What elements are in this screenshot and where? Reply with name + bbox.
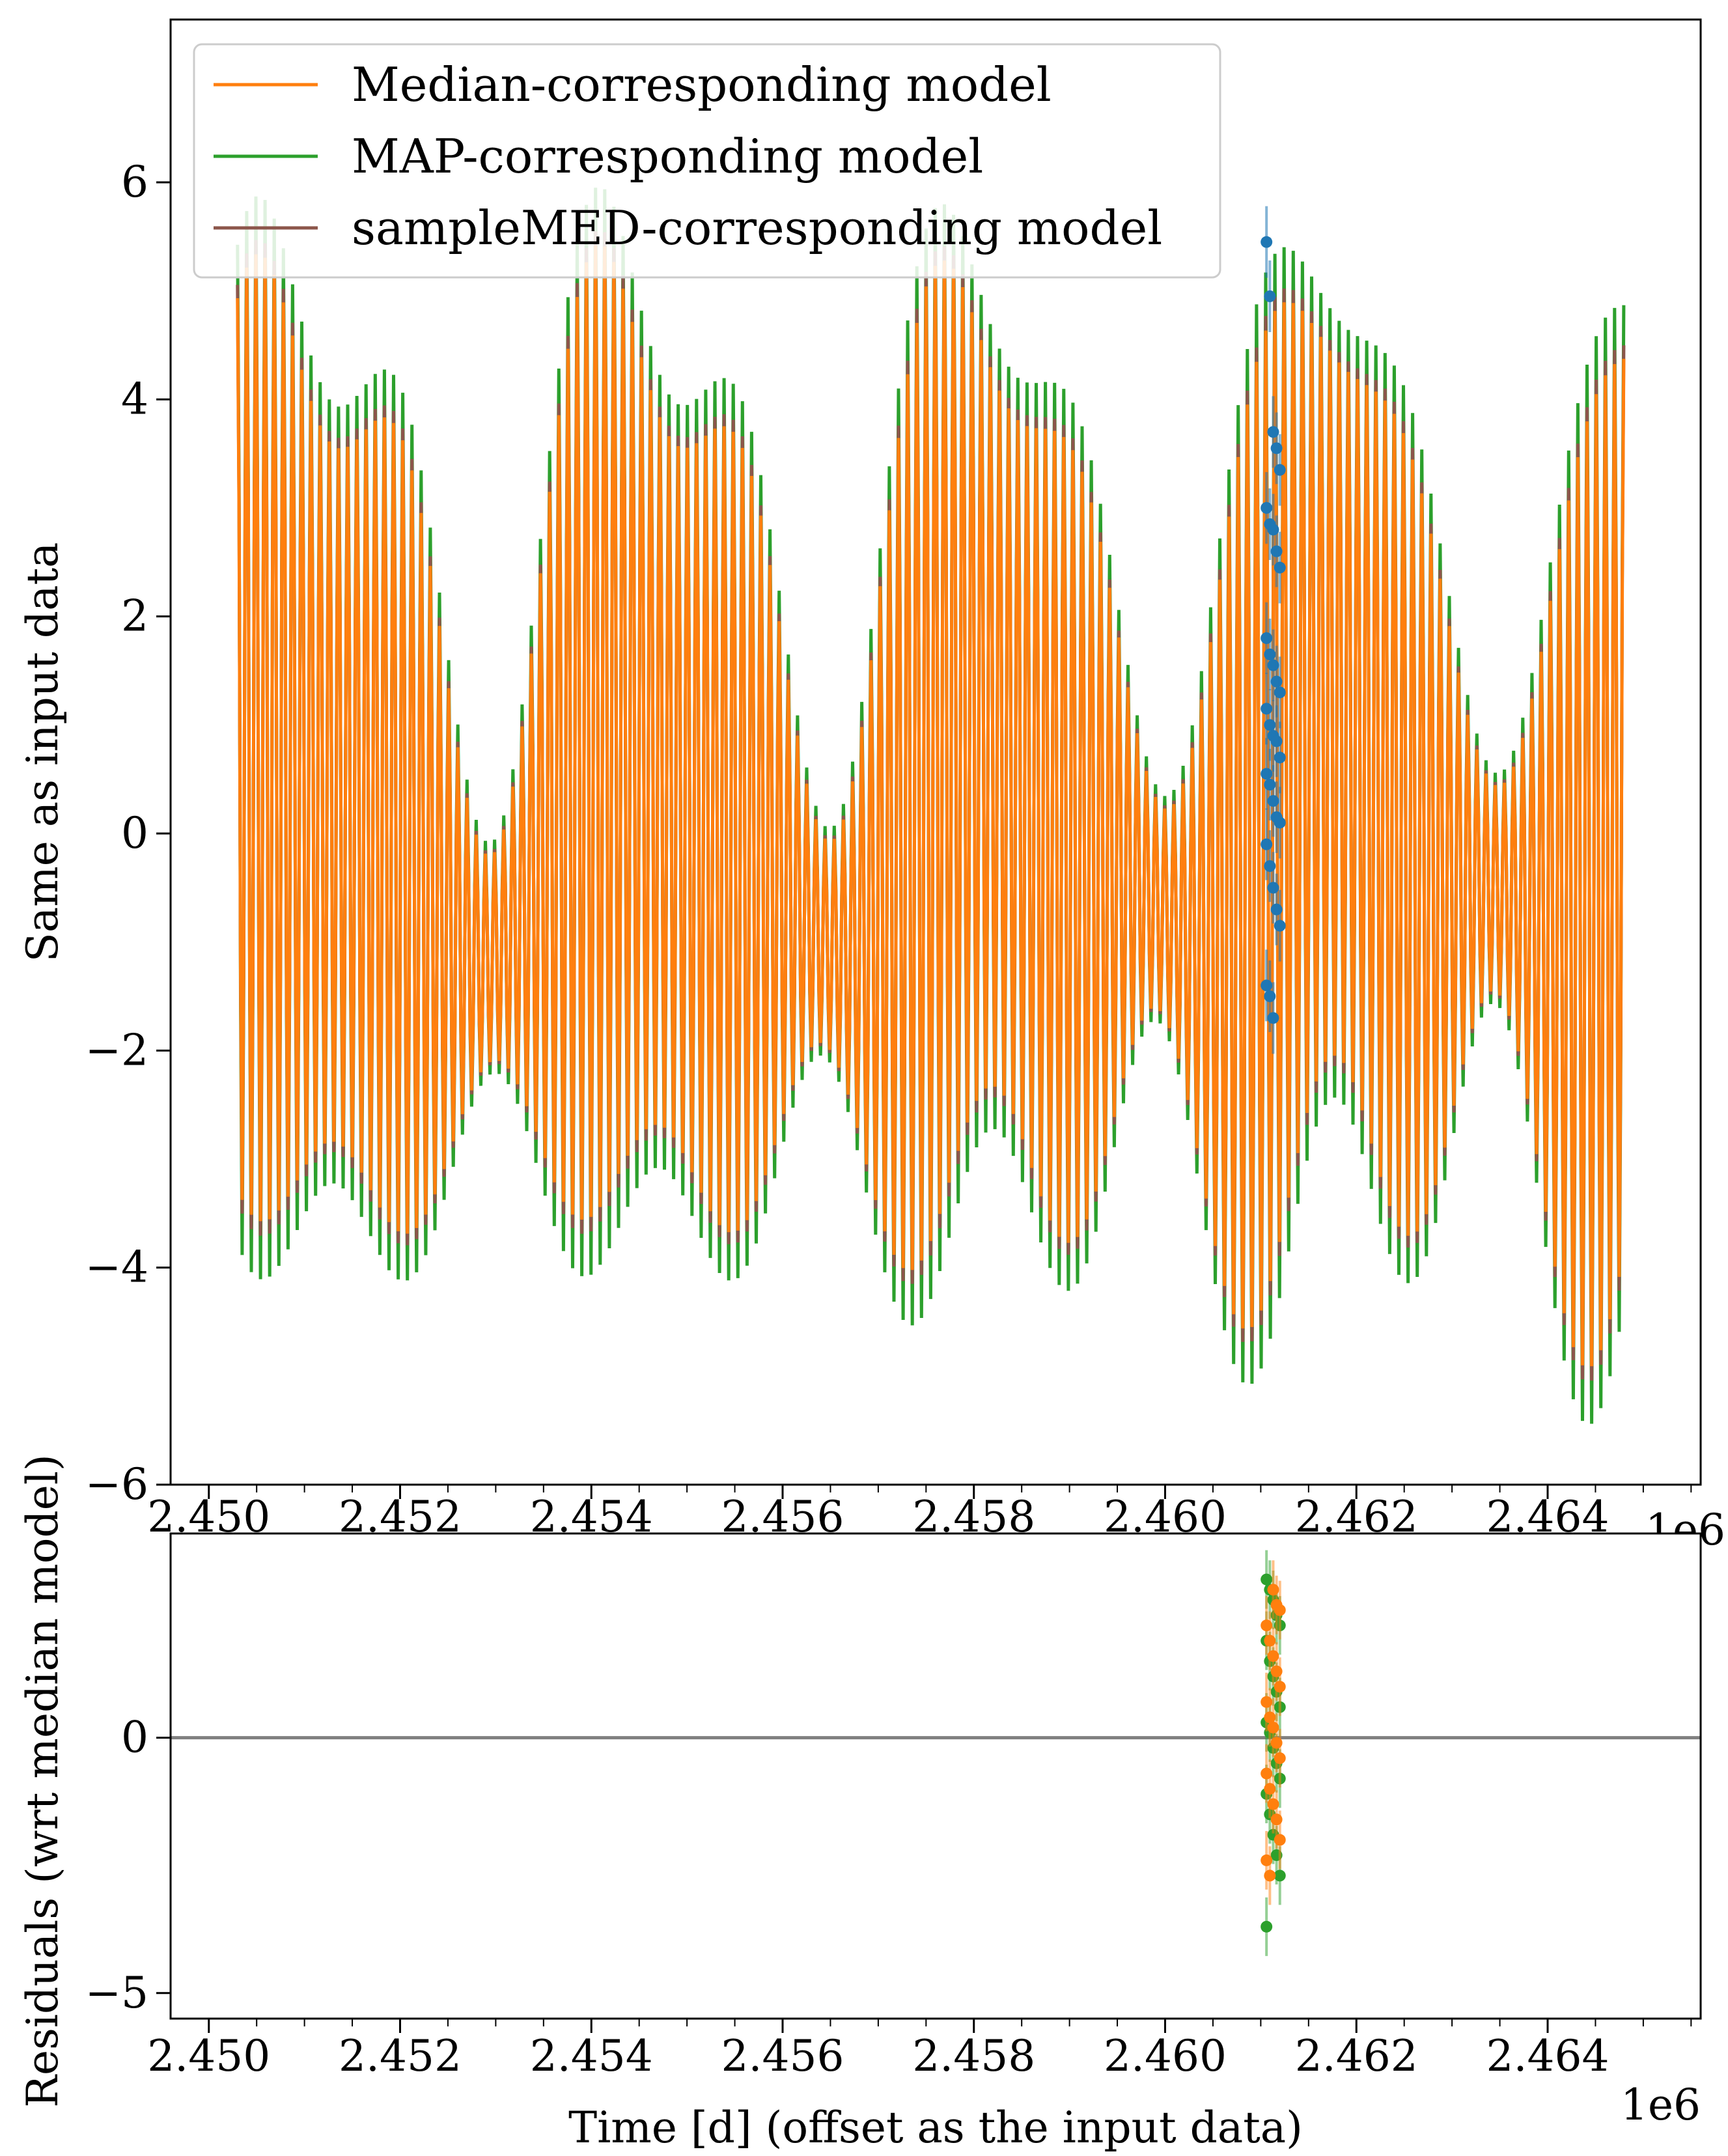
top-panel: 2.450 2.452 2.454 2.456 2.458 2.460 2.462 2.464… (18, 18, 1725, 1555)
x-tick-label: 2.460 (1104, 2031, 1227, 2081)
y-tick-label: 0 (121, 1713, 148, 1763)
bottom-y-ticks: −5 0 (85, 1713, 171, 2018)
residual-point (1274, 1752, 1286, 1765)
x-tick-label: 2.462 (1295, 2031, 1418, 2081)
legend-label-map: MAP-corresponding model (352, 129, 983, 184)
data-point (1274, 919, 1286, 932)
residual-point (1274, 1604, 1286, 1616)
data-point (1274, 817, 1286, 829)
top-y-axis-title: Same as input data (18, 542, 68, 962)
bottom-frame (169, 1532, 1702, 2020)
residual-point (1264, 1869, 1276, 1882)
bottom-panel: 2.450 2.452 2.454 2.456 2.458 2.460 2.462 2.464… (18, 1454, 1702, 2153)
top-y-ticks: −6 −4 −2 0 2 4 6 (85, 157, 171, 1509)
x-tick-label: 2.450 (147, 2031, 270, 2081)
y-tick-label: −6 (85, 1459, 148, 1509)
y-tick-label: 2 (121, 591, 148, 641)
x-tick-label: 2.464 (1486, 2031, 1610, 2081)
series-median-model (236, 245, 1626, 1367)
x-tick-label: 2.458 (912, 2031, 1035, 2081)
data-point (1274, 686, 1286, 699)
x-tick-label: 2.454 (530, 2031, 653, 2081)
bottom-y-axis-title: Residuals (wrt median model) (18, 1454, 68, 2107)
y-tick-label: −2 (85, 1025, 148, 1075)
data-point (1261, 236, 1273, 248)
data-point (1274, 561, 1286, 574)
legend: Median-corresponding model MAP-correspon… (193, 43, 1221, 279)
residual-point (1261, 1920, 1273, 1933)
data-point (1267, 1012, 1279, 1024)
legend-box (193, 43, 1221, 279)
legend-label-samplemed: sampleMED-corresponding model (352, 201, 1162, 255)
y-tick-label: 6 (121, 157, 148, 207)
y-tick-label: −5 (85, 1968, 148, 2018)
bottom-x-ticks: 2.450 2.452 2.454 2.456 2.458 2.460 2.462 2.464 (147, 2019, 1692, 2081)
y-tick-label: 4 (121, 374, 148, 424)
top-frame (169, 18, 1702, 1486)
x-tick-label: 2.456 (721, 2031, 844, 2081)
y-tick-label: 0 (121, 808, 148, 858)
data-point (1264, 290, 1276, 302)
residual-point (1274, 1681, 1286, 1693)
data-point (1274, 751, 1286, 764)
bottom-x-offset-label: 1e6 (1621, 2080, 1701, 2130)
bottom-plot-area (171, 1533, 1701, 2019)
data-point (1274, 464, 1286, 476)
residual-point (1274, 1869, 1286, 1882)
legend-label-median: Median-corresponding model (352, 57, 1052, 112)
residual-point (1274, 1834, 1286, 1846)
x-tick-label: 2.452 (339, 2031, 462, 2081)
y-tick-label: −4 (85, 1242, 148, 1293)
bottom-x-axis-title: Time [d] (offset as the input data) (568, 2103, 1303, 2153)
